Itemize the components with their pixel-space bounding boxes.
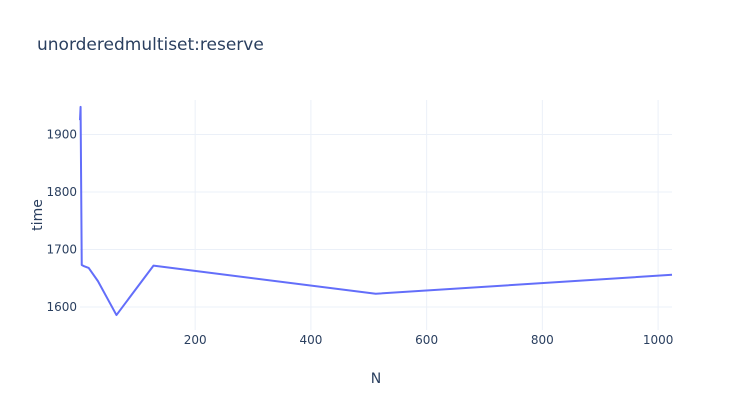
x-tick-label: 200 [184,333,207,347]
x-axis-title: N [371,371,381,387]
y-tick-label: 1800 [46,185,77,199]
x-tick-labels: 200 400 600 800 1000 [184,333,674,347]
y-gridlines [80,134,672,308]
x-tick-label: 600 [415,333,438,347]
x-tick-label: 1000 [643,333,674,347]
x-gridlines [194,100,659,330]
x-tick-label: 800 [531,333,554,347]
y-tick-labels: 1600 1700 1800 1900 [46,128,77,315]
y-tick-label: 1600 [46,300,77,314]
x-tick-label: 400 [299,333,322,347]
y-tick-label: 1900 [46,128,77,142]
y-axis-title: time [30,199,46,231]
chart-title: unorderedmultiset:reserve [37,35,264,55]
y-tick-label: 1700 [46,243,77,257]
series-line [79,105,673,317]
series-group [79,105,673,317]
